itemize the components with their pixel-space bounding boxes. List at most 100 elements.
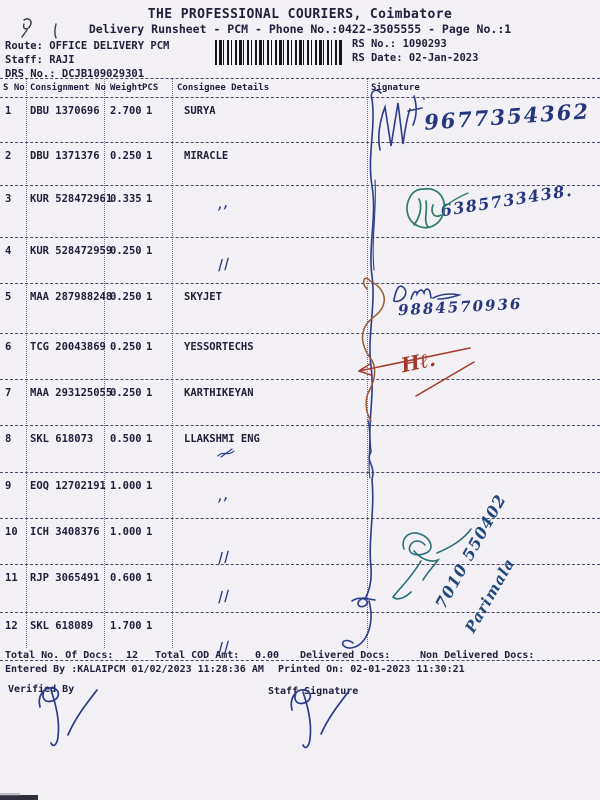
cell-weight: 0.250 [110, 245, 142, 257]
table-row: 11 RJP 3065491 0.600 1 // [0, 565, 600, 613]
cell-sno: 5 [5, 291, 12, 303]
cell-consignment: KUR 528472961 [30, 193, 113, 205]
cell-consignee: YESSORTECHS [184, 341, 254, 353]
cell-weight: 0.335 [110, 193, 142, 205]
cell-consignee: KARTHIKEYAN [184, 387, 254, 399]
header-pcs: PCS [142, 83, 159, 93]
cell-consignee: SURYA [184, 105, 216, 117]
table-header-row: S No Consignment No Weight PCS Consignee… [0, 79, 600, 98]
cod-amt-label: Total COD Amt: [155, 650, 240, 661]
entered-by-line: Entered By :KALAIPCM 01/02/2023 11:28:36… [5, 664, 264, 675]
cell-pcs: 1 [146, 245, 153, 257]
cell-consignment: MAA 293125055 [30, 387, 113, 399]
table-row: 4 KUR 528472959 0.250 1 // [0, 238, 600, 284]
cell-pcs: 1 [146, 433, 153, 445]
barcode-icon [215, 40, 343, 65]
cell-sno: 12 [5, 620, 18, 632]
cell-weight: 0.250 [110, 387, 142, 399]
cell-sno: 4 [5, 245, 12, 257]
column-divider [26, 79, 27, 648]
cell-sno: 7 [5, 387, 12, 399]
cell-pcs: 1 [146, 341, 153, 353]
cell-consignment: TCG 20043869 [30, 341, 106, 353]
cell-sno: 8 [5, 433, 12, 445]
cell-consignment: SKL 618089 [30, 620, 94, 632]
rs-date-line: RS Date: 02-Jan-2023 [352, 52, 479, 64]
handwritten-ditto-mark: // [216, 255, 232, 275]
cell-consignment: MAA 287988248 [30, 291, 113, 303]
header-consignee: Consignee Details [177, 83, 270, 93]
cell-weight: 0.250 [110, 291, 142, 303]
company-title: THE PROFESSIONAL COURIERS, Coimbatore [147, 7, 453, 22]
cell-pcs: 1 [146, 291, 153, 303]
header-signature: Signature [371, 83, 420, 93]
table-body: 1 DBU 1370696 2.700 1 SURYA 2 DBU 1371376 0.250… [0, 98, 600, 661]
cell-consignment: KUR 528472959 [30, 245, 113, 257]
cell-consignment: EOQ 12702191 [30, 480, 106, 492]
total-docs-label: Total No. Of Docs: [5, 650, 114, 661]
column-divider [172, 79, 173, 648]
cell-weight: 2.700 [110, 105, 142, 117]
table-row: 12 SKL 618089 1.700 1// [0, 613, 600, 661]
runsheet-subtitle: Delivery Runsheet - PCM - Phone No.:0422… [88, 22, 512, 36]
cell-sno: 11 [5, 572, 18, 584]
scan-edge-artifact [0, 793, 38, 800]
cell-weight: 1.000 [110, 526, 142, 538]
table-row: 6 TCG 20043869 0.250 1 YESSORTECHS [0, 334, 600, 380]
header-consignment: Consignment No [30, 83, 106, 93]
table-row: 7 MAA 293125055 0.250 1 KARTHIKEYAN [0, 380, 600, 426]
runsheet-table: S No Consignment No Weight PCS Consignee… [0, 78, 600, 661]
cell-sno: 10 [5, 526, 18, 538]
header-sno: S No [3, 83, 25, 93]
table-row: 2 DBU 1371376 0.250 1 MIRACLE [0, 143, 600, 186]
delivered-docs-label: Delivered Docs: [300, 650, 391, 661]
cell-consignment: SKL 618073 [30, 433, 94, 445]
table-row: 1 DBU 1370696 2.700 1 SURYA [0, 98, 600, 143]
cell-sno: 1 [5, 105, 12, 117]
table-row: 9 EOQ 12702191 1.000 1 ’’ [0, 473, 600, 519]
cell-weight: 0.600 [110, 572, 142, 584]
handwritten-ditto-mark: ’’ [216, 494, 232, 514]
cell-weight: 1.700 [110, 620, 142, 632]
handwritten-ditto-mark: ’’ [216, 202, 232, 222]
drs-no-line: DRS No.: DCJB109029301 [5, 68, 145, 80]
cell-pcs: 1 [146, 572, 153, 584]
verified-by-signature [38, 687, 98, 747]
cell-consignee: MIRACLE [184, 150, 229, 162]
cell-weight: 0.250 [110, 341, 142, 353]
table-row: 3 KUR 528472961 0.335 1 ’’ [0, 186, 600, 238]
cell-consignee: LLAKSHMI ENG [184, 433, 260, 445]
non-delivered-docs-label: Non Delivered Docs: [420, 650, 535, 661]
cell-pcs: 1 [146, 105, 153, 117]
table-row: 5 MAA 287988248 0.250 1 SKYJET [0, 284, 600, 334]
verified-by-label: Verified By [8, 684, 75, 695]
printed-on-line: Printed On: 02-01-2023 11:30:21 [278, 664, 465, 675]
cell-pcs: 1 [146, 193, 153, 205]
column-divider [104, 79, 105, 648]
cell-sno: 9 [5, 480, 12, 492]
table-row: 10 ICH 3408376 1.000 1// [0, 519, 600, 567]
cell-consignment: ICH 3408376 [30, 526, 100, 538]
cell-consignment: RJP 3065491 [30, 572, 100, 584]
cell-pcs: 1 [146, 480, 153, 492]
cell-weight: 1.000 [110, 480, 142, 492]
cell-consignment: DBU 1371376 [30, 150, 100, 162]
staff-signature [290, 689, 350, 749]
handwritten-ditto-mark: // [216, 587, 232, 607]
cell-pcs: 1 [146, 526, 153, 538]
cell-pcs: 1 [146, 620, 153, 632]
total-docs-value: 12 [126, 650, 139, 661]
cell-sno: 3 [5, 193, 12, 205]
cell-weight: 0.250 [110, 150, 142, 162]
header-weight: Weight [110, 83, 143, 93]
route-line: Route: OFFICE DELIVERY PCM [5, 40, 170, 52]
cell-weight: 0.500 [110, 433, 142, 445]
rs-no-line: RS No.: 1090293 [352, 38, 447, 50]
staff-line: Staff: RAJI [5, 54, 75, 66]
cell-sno: 2 [5, 150, 12, 162]
cell-pcs: 1 [146, 387, 153, 399]
staff-signature-label: Staff Signature [268, 686, 359, 697]
cod-amt-value: 0.00 [255, 650, 280, 661]
cell-consignment: DBU 1370696 [30, 105, 100, 117]
